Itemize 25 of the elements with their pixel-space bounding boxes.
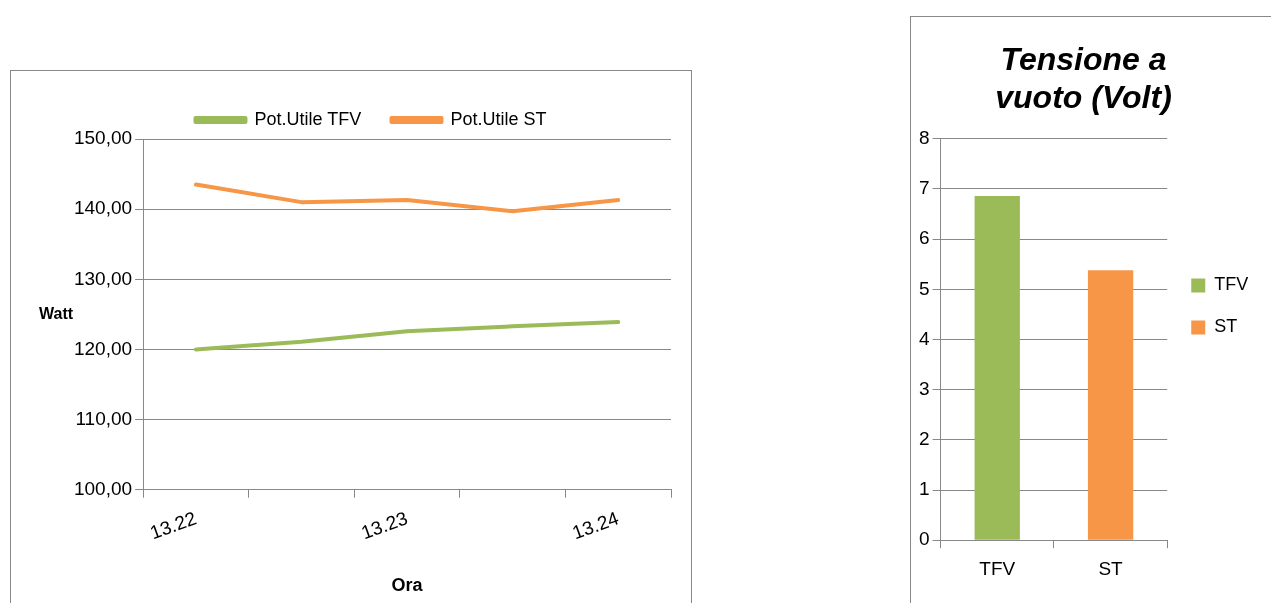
x-tick-label: 13.22 xyxy=(147,507,200,544)
y-tick-label: 6 xyxy=(918,227,930,249)
legend-label: ST xyxy=(1214,316,1238,337)
y-tick-label: 4 xyxy=(918,327,930,349)
y-tick-label: 1 xyxy=(918,478,930,500)
legend-label: TFV xyxy=(1214,274,1249,295)
y-tick-label: 7 xyxy=(918,177,930,199)
y-tick-label: 2 xyxy=(918,428,930,450)
y-tick-label: 5 xyxy=(918,277,930,299)
x-tick-label: 13.23 xyxy=(358,507,411,544)
y-tick-label: 140,00 xyxy=(73,197,133,219)
legend-label: Pot.Utile ST xyxy=(450,108,547,129)
y-tick-label: 130,00 xyxy=(73,267,133,289)
chart-title: Tensione a vuoto (Volt) xyxy=(995,41,1172,116)
y-axis-title: Watt xyxy=(39,304,74,322)
y-tick-label: 100,00 xyxy=(73,477,133,499)
legend-label: Pot.Utile TFV xyxy=(254,108,362,129)
y-tick-label: 0 xyxy=(918,528,930,550)
x-axis-title: Ora xyxy=(391,575,424,596)
x-tick-label: 13.24 xyxy=(569,507,622,544)
y-tick-label: 8 xyxy=(918,127,930,149)
y-tick-label: 3 xyxy=(918,377,930,399)
y-tick-label: 110,00 xyxy=(75,407,133,429)
y-tick-label: 120,00 xyxy=(73,337,133,359)
y-tick-label: 150,00 xyxy=(73,127,133,149)
